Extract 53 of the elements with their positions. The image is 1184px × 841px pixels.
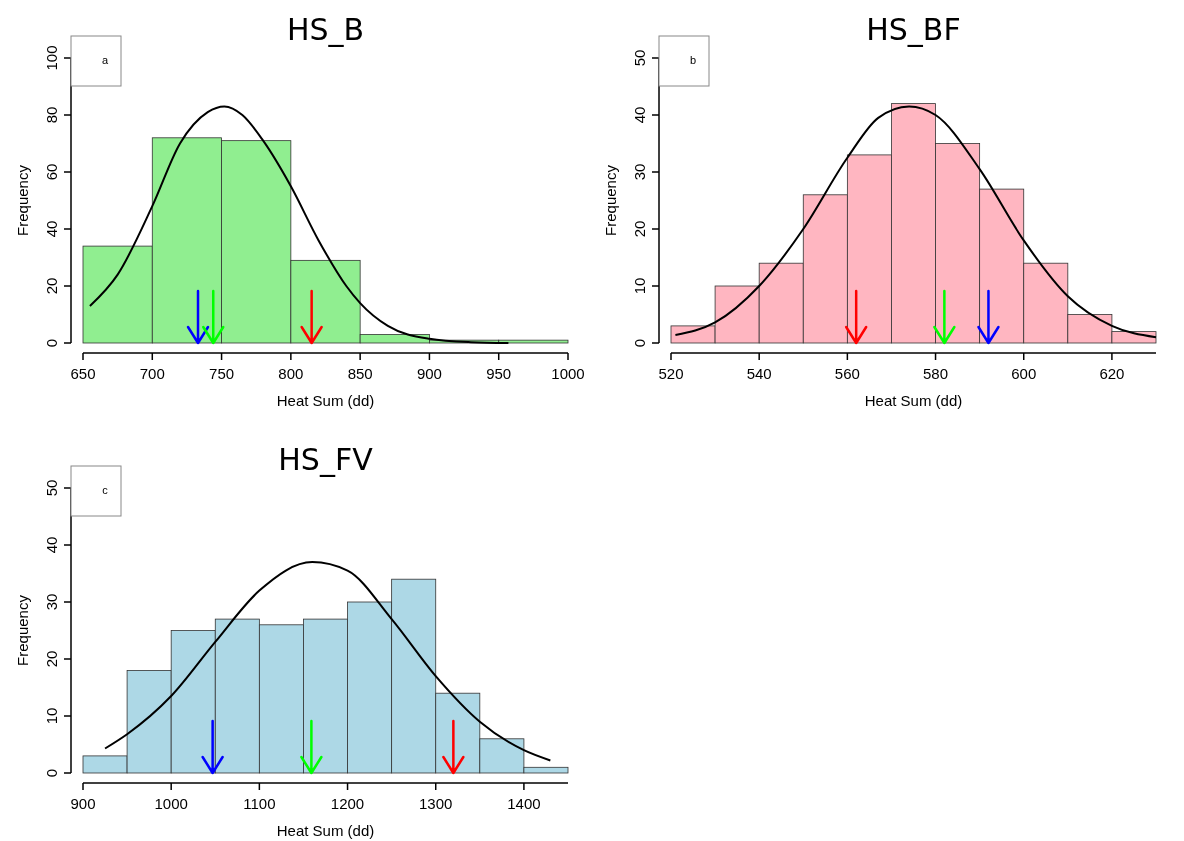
x-axis-title: Heat Sum (dd) [276, 822, 375, 839]
x-tick-label: 950 [486, 365, 512, 382]
y-axis-title: Frequency [602, 164, 619, 236]
x-axis-title: Heat Sum (dd) [864, 392, 963, 409]
y-tick-label: 40 [43, 220, 60, 238]
x-tick-label: 620 [1099, 365, 1125, 382]
x-tick-label: 900 [416, 365, 442, 382]
y-tick-label: 40 [43, 536, 60, 554]
y-tick-label: 20 [43, 650, 60, 668]
y-tick-label: 10 [43, 707, 60, 725]
y-tick-label: 10 [631, 277, 648, 295]
annotation: b [689, 54, 697, 66]
x-tick-label: 600 [1011, 365, 1037, 382]
x-tick-label: 540 [746, 365, 772, 382]
x-tick-label: 650 [70, 365, 96, 382]
annotation: a [101, 54, 109, 66]
x-tick-label: 1000 [154, 795, 188, 812]
y-tick-label: 20 [631, 220, 648, 238]
chart-title: HS_B [286, 12, 365, 47]
line-series [674, 105, 1157, 339]
y-tick-label: 0 [631, 338, 648, 348]
x-tick-label: 800 [278, 365, 304, 382]
x-tick-label: 580 [923, 365, 949, 382]
y-axis-title: Frequency [14, 164, 31, 236]
y-tick-label: 30 [631, 163, 648, 181]
x-tick-label: 560 [834, 365, 860, 382]
annotation: c [102, 484, 109, 496]
x-tick-label: 850 [347, 365, 373, 382]
line-series [104, 561, 552, 762]
y-tick-label: 30 [43, 593, 60, 611]
x-tick-label: 520 [658, 365, 684, 382]
y-tick-label: 0 [43, 338, 60, 348]
x-axis-title: Heat Sum (dd) [276, 392, 375, 409]
x-tick-label: 1100 [243, 795, 276, 812]
y-tick-label: 100 [43, 45, 60, 71]
x-tick-label: 1000 [551, 365, 585, 382]
x-tick-label: 1300 [419, 795, 453, 812]
chart-title: HS_BF [866, 12, 961, 47]
y-tick-label: 50 [43, 479, 60, 497]
x-tick-label: 1400 [507, 795, 541, 812]
x-tick-label: 1200 [330, 795, 365, 812]
y-tick-label: 50 [631, 49, 648, 67]
chart-title: HS_FV [278, 442, 374, 477]
y-tick-label: 80 [43, 106, 60, 124]
x-tick-label: 900 [70, 795, 96, 812]
y-tick-label: 0 [43, 768, 60, 778]
y-tick-label: 20 [43, 277, 60, 295]
y-tick-label: 40 [631, 106, 648, 124]
x-tick-label: 700 [139, 365, 165, 382]
y-tick-label: 60 [43, 163, 60, 181]
y-axis-title: Frequency [14, 594, 31, 666]
x-tick-label: 750 [209, 365, 235, 382]
line-series [88, 105, 510, 344]
